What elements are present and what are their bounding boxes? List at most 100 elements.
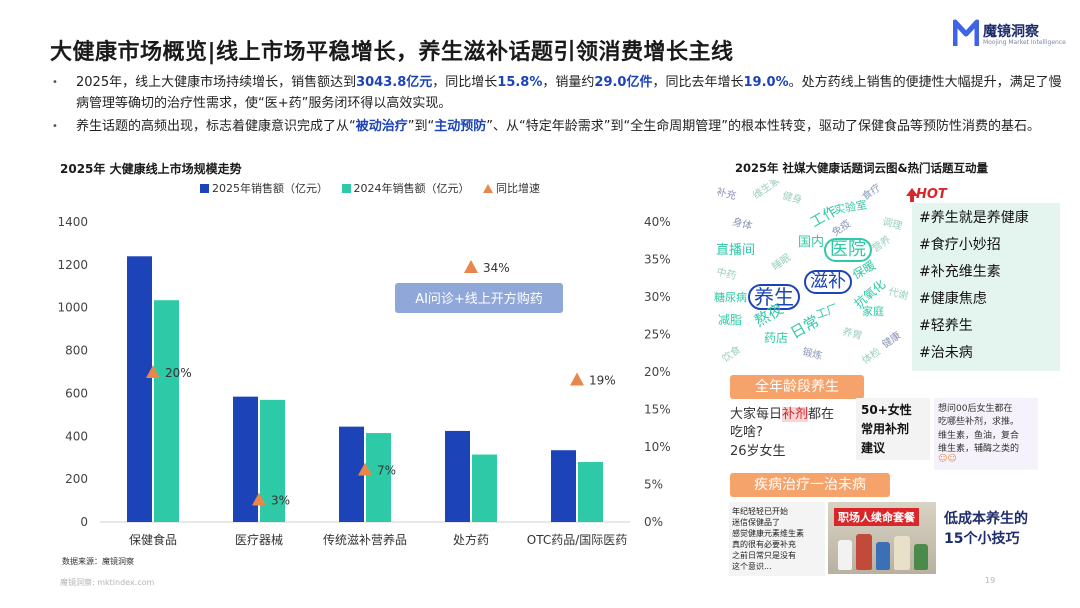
post-card[interactable]: 50+女性 常用补剂 建议 xyxy=(856,398,930,460)
x-tick-label: 医疗器械 xyxy=(235,532,283,547)
growth-marker xyxy=(464,260,478,273)
growth-marker xyxy=(252,492,266,506)
legend-item-2024: 2024年销售额（亿元） xyxy=(341,180,470,196)
cloud-word: 调理 xyxy=(881,216,904,233)
hot-topic-item[interactable]: #养生就是养健康 xyxy=(919,210,1029,226)
hot-topic-item[interactable]: #健康焦虑 xyxy=(919,291,987,307)
y2-tick-label: 25% xyxy=(644,328,671,342)
growth-label: 3% xyxy=(271,494,290,508)
y2-tick-label: 15% xyxy=(644,403,671,417)
page-title: 大健康市场概览|线上市场平稳增长，养生滋补话题引领消费增长主线 xyxy=(50,40,734,65)
y-tick-label: 200 xyxy=(65,472,88,486)
banner-all-ages: 全年龄段养生 xyxy=(730,375,864,399)
cloud-word: 医院 xyxy=(824,238,872,262)
hot-topic-item[interactable]: #轻养生 xyxy=(919,318,973,334)
y2-tick-label: 0% xyxy=(644,515,663,529)
growth-marker xyxy=(358,462,372,476)
emoji-icon: ☺☺ xyxy=(938,454,957,464)
bullet-dot-icon: • xyxy=(52,77,58,88)
hot-topic-item[interactable]: #治未病 xyxy=(919,345,973,361)
y2-tick-label: 10% xyxy=(644,440,671,454)
y-tick-label: 0 xyxy=(80,515,88,529)
cloud-word: 健身 xyxy=(781,190,804,207)
hot-topic-item[interactable]: #食疗小妙招 xyxy=(919,237,1001,253)
bar-2025 xyxy=(445,430,470,522)
bottle-icon xyxy=(894,536,910,570)
bottle-icon xyxy=(856,534,872,570)
triangle-icon xyxy=(483,184,493,193)
y-tick-label: 1400 xyxy=(57,215,88,229)
bar-2025 xyxy=(551,450,576,522)
summary-bullets: • 2025年，线上大健康市场持续增长，销售额达到3043.8亿元，同比增长15… xyxy=(48,72,1068,139)
cloud-word: 养胃 xyxy=(841,326,864,343)
supplements-photo[interactable]: 职场人续命套餐 xyxy=(828,502,936,574)
bar-2025 xyxy=(233,396,258,522)
y2-tick-label: 30% xyxy=(644,290,671,304)
growth-label: 20% xyxy=(165,366,192,380)
cloud-word: 代谢 xyxy=(887,286,910,303)
footer-text: 魔镜洞察: mktindex.com xyxy=(60,578,155,587)
data-source: 数据来源：魔镜洞察 xyxy=(62,557,134,566)
y2-tick-label: 35% xyxy=(644,253,671,267)
word-cloud: 养生 滋补 医院 熬夜 日常 工作 国内 直播间 减脂 抗氧化 药店 保暖 糖尿病 家庭 实验室 工厂 补充 维生… xyxy=(712,180,912,372)
bar-chart: 0 200 400 600 800 1000 1200 1400 0% 5% 10% 15% 20% 25… xyxy=(57,215,671,547)
cloud-word: 睡眠 xyxy=(770,252,794,273)
cloud-word: 免疫 xyxy=(830,218,854,239)
cloud-word: 药店 xyxy=(764,331,789,345)
cloud-word: 减脂 xyxy=(718,313,743,327)
bullet-item: • 2025年，线上大健康市场持续增长，销售额达到3043.8亿元，同比增长15… xyxy=(48,72,1068,114)
up-arrow-icon xyxy=(906,188,918,196)
y-tick-label: 600 xyxy=(65,386,88,400)
logo-subtitle: Moojing Market Intelligence xyxy=(983,39,1066,46)
moojing-logo-icon xyxy=(953,19,979,46)
growth-marker xyxy=(146,365,160,378)
bar-2024 xyxy=(472,454,497,522)
bullet-text: 2025年，线上大健康市场持续增长，销售额达到3043.8亿元，同比增长15.8… xyxy=(76,75,1062,111)
cloud-word: 工厂 xyxy=(814,301,840,322)
chart-title: 2025年 大健康线上市场规模走势 xyxy=(60,162,242,176)
x-tick-label: 传统滋补营养品 xyxy=(323,532,407,547)
page-number: 19 xyxy=(985,576,996,585)
x-tick-label: OTC药品/国际医药 xyxy=(527,533,628,547)
bullet-text: 养生话题的高频出现，标志着健康意识完成了从“被动治疗”到“主动预防”、从“特定年… xyxy=(76,119,1040,134)
y-tick-label: 400 xyxy=(65,429,88,443)
hot-topic-item[interactable]: #补充维生素 xyxy=(919,264,1001,280)
annotation-box xyxy=(395,283,563,313)
annotation-text: AI问诊+线上开方购药 xyxy=(415,291,543,307)
logo: 魔镜洞察 Moojing Market Intelligence xyxy=(953,18,1073,52)
right-panel-title: 2025年 社媒大健康话题词云图&热门话题互动量 xyxy=(735,161,989,175)
bottle-icon xyxy=(914,544,928,570)
cloud-word: 食疗 xyxy=(860,182,884,203)
bar-2025 xyxy=(127,256,152,522)
banner-disease: 疾病治疗一治未病 xyxy=(730,473,890,497)
post-card[interactable]: 年纪轻轻已开始 迷信保健品了 感觉健康元素维生素 真的很有必要补充 之前日常只是… xyxy=(729,502,825,576)
y2-tick-label: 20% xyxy=(644,365,671,379)
y-tick-label: 1200 xyxy=(57,258,88,272)
legend-swatch xyxy=(341,184,351,193)
cloud-word: 身体 xyxy=(731,216,754,233)
legend-item-2025: 2025年销售额（亿元） xyxy=(200,180,328,196)
bar-2024 xyxy=(260,399,285,522)
bar-2024 xyxy=(154,300,179,522)
y2-tick-label: 40% xyxy=(644,215,671,229)
cloud-word: 滋补 xyxy=(804,270,852,294)
bullet-dot-icon: • xyxy=(52,121,58,132)
cloud-word: 家庭 xyxy=(862,305,884,318)
cloud-word: 实验室 xyxy=(833,198,868,217)
growth-label: 34% xyxy=(483,261,510,275)
cloud-word: 国内 xyxy=(798,235,825,250)
cloud-word: 饮食 xyxy=(720,344,744,365)
cloud-word: 健康 xyxy=(880,330,904,351)
x-tick-label: 保健食品 xyxy=(129,532,177,547)
cloud-word: 直播间 xyxy=(716,243,756,258)
post-card[interactable]: 想问00后女生都在 吃哪些补剂，求推。 维生素，鱼油，复合 维生素，辅酶之类的 … xyxy=(934,398,1038,470)
cloud-word: 保暖 xyxy=(850,257,878,283)
post-card[interactable]: 低成本养生的 15个小技巧 xyxy=(944,511,1028,547)
cloud-word: 维生素 xyxy=(751,180,783,202)
hot-topics-list: #养生就是养健康 #食疗小妙招 #补充维生素 #健康焦虑 #轻养生 #治未病 xyxy=(912,203,1060,371)
hot-label: HOT xyxy=(916,187,947,202)
bar-2024 xyxy=(578,462,603,522)
post-card[interactable]: 大家每日补剂都在 吃啥? 26岁女生 xyxy=(730,407,835,459)
legend-item-growth: 同比增速 xyxy=(483,180,540,196)
bar-2024 xyxy=(366,433,391,522)
